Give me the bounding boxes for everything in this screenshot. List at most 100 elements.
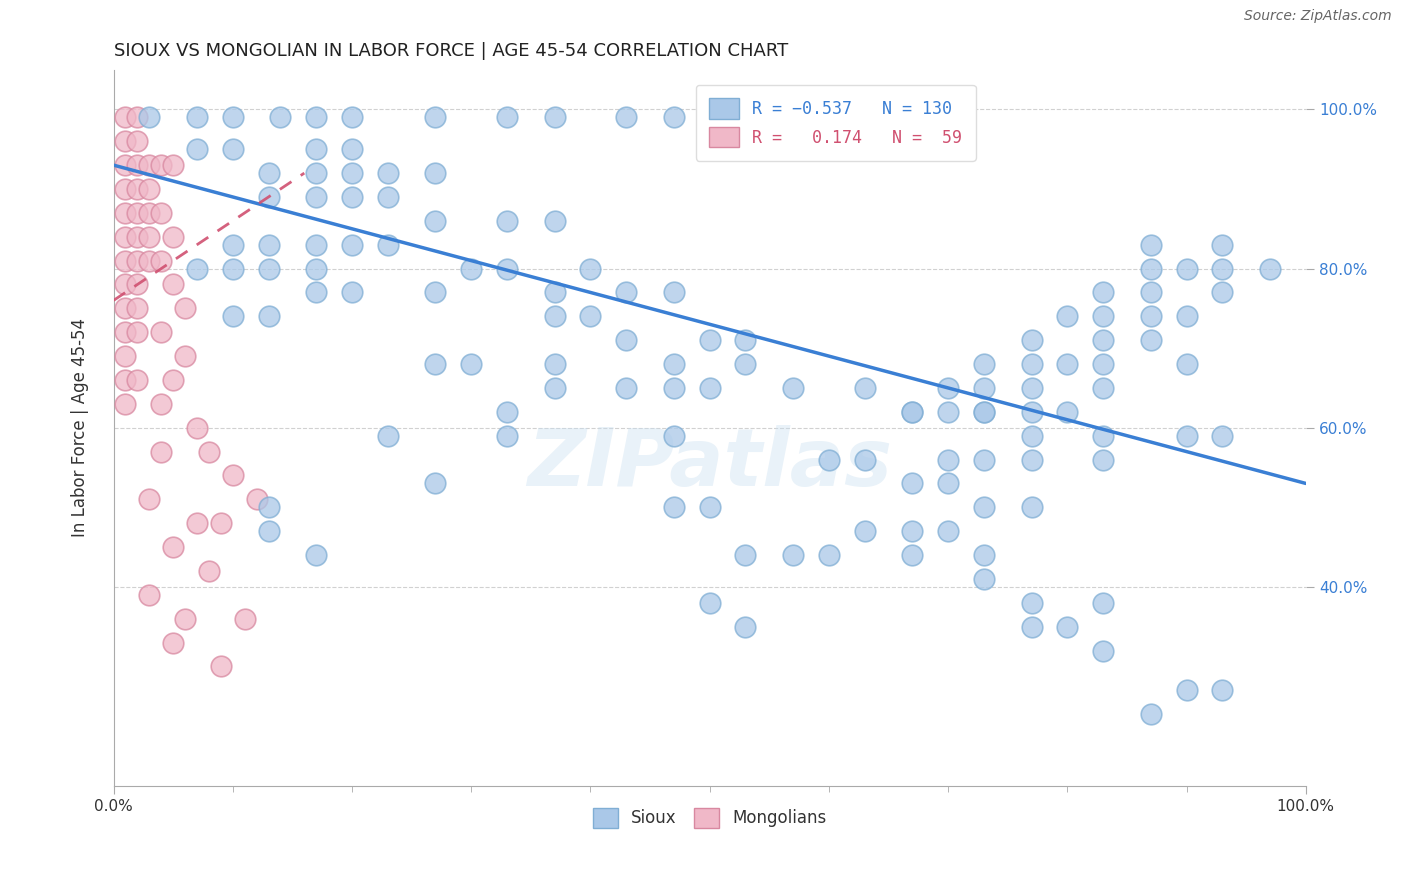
Point xyxy=(1021,500,1043,515)
Point xyxy=(269,111,291,125)
Point xyxy=(425,357,447,371)
Point xyxy=(973,357,995,371)
Point xyxy=(1175,683,1198,698)
Point xyxy=(127,229,149,244)
Point xyxy=(305,111,328,125)
Point xyxy=(174,349,197,363)
Point xyxy=(853,524,876,538)
Point xyxy=(162,373,184,387)
Point xyxy=(1021,596,1043,610)
Point xyxy=(1175,310,1198,324)
Point xyxy=(186,516,208,531)
Point xyxy=(114,373,136,387)
Point xyxy=(936,524,959,538)
Point xyxy=(114,253,136,268)
Point xyxy=(138,253,160,268)
Point xyxy=(1092,357,1115,371)
Point xyxy=(1056,620,1078,634)
Point xyxy=(1139,333,1161,347)
Point xyxy=(1175,357,1198,371)
Point xyxy=(901,524,924,538)
Point xyxy=(1211,683,1233,698)
Point xyxy=(1092,643,1115,657)
Point xyxy=(973,452,995,467)
Point xyxy=(233,612,256,626)
Point xyxy=(662,381,685,395)
Point xyxy=(150,206,173,220)
Point xyxy=(973,405,995,419)
Point xyxy=(127,301,149,316)
Point xyxy=(614,285,637,300)
Point xyxy=(425,111,447,125)
Point xyxy=(662,500,685,515)
Text: Source: ZipAtlas.com: Source: ZipAtlas.com xyxy=(1244,9,1392,23)
Point xyxy=(1139,310,1161,324)
Point xyxy=(579,310,602,324)
Point xyxy=(150,158,173,172)
Point xyxy=(425,476,447,491)
Point xyxy=(973,572,995,586)
Point xyxy=(818,548,841,562)
Point xyxy=(734,333,756,347)
Point xyxy=(114,158,136,172)
Point xyxy=(340,285,363,300)
Point xyxy=(425,166,447,180)
Point xyxy=(138,492,160,507)
Point xyxy=(1211,261,1233,276)
Point xyxy=(614,333,637,347)
Point xyxy=(853,381,876,395)
Point xyxy=(936,452,959,467)
Point xyxy=(127,253,149,268)
Point xyxy=(1021,620,1043,634)
Point xyxy=(936,405,959,419)
Point xyxy=(186,111,208,125)
Point xyxy=(257,310,280,324)
Point xyxy=(1021,428,1043,442)
Point xyxy=(543,111,565,125)
Point xyxy=(496,261,519,276)
Point xyxy=(257,500,280,515)
Point xyxy=(460,357,482,371)
Point xyxy=(209,659,232,673)
Point xyxy=(114,325,136,339)
Point xyxy=(186,261,208,276)
Point xyxy=(901,548,924,562)
Point xyxy=(138,588,160,602)
Point xyxy=(114,111,136,125)
Point xyxy=(162,158,184,172)
Point xyxy=(127,134,149,148)
Point xyxy=(1139,237,1161,252)
Point xyxy=(1056,310,1078,324)
Point xyxy=(257,166,280,180)
Point xyxy=(936,476,959,491)
Point xyxy=(543,381,565,395)
Point xyxy=(782,111,804,125)
Point xyxy=(1139,707,1161,722)
Point xyxy=(127,325,149,339)
Point xyxy=(496,405,519,419)
Point xyxy=(114,301,136,316)
Point xyxy=(127,206,149,220)
Point xyxy=(222,468,245,483)
Point xyxy=(1056,357,1078,371)
Point xyxy=(579,261,602,276)
Point xyxy=(114,182,136,196)
Point xyxy=(1258,261,1281,276)
Point xyxy=(222,261,245,276)
Point xyxy=(138,111,160,125)
Point xyxy=(901,405,924,419)
Point xyxy=(543,310,565,324)
Point xyxy=(1092,285,1115,300)
Point xyxy=(162,635,184,649)
Point xyxy=(186,142,208,156)
Point xyxy=(782,381,804,395)
Point xyxy=(305,237,328,252)
Point xyxy=(222,142,245,156)
Point xyxy=(734,357,756,371)
Point xyxy=(973,500,995,515)
Point xyxy=(114,229,136,244)
Point xyxy=(257,237,280,252)
Point xyxy=(138,158,160,172)
Point xyxy=(699,111,721,125)
Point xyxy=(305,142,328,156)
